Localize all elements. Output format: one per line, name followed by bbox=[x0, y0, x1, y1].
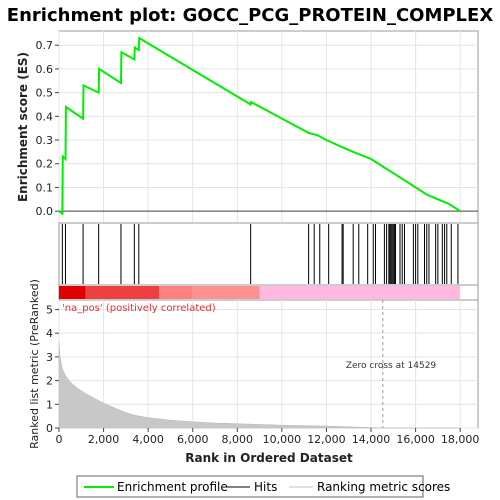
metric-tick-label: 5 bbox=[46, 303, 53, 316]
heatmap-bar bbox=[58, 284, 479, 301]
es-panel: 0.0 0.1 0.2 0.3 0.4 0.5 0.6 0.7 Enrichment scor… bbox=[16, 30, 479, 224]
metric-tick-label: 0 bbox=[46, 422, 53, 435]
hit-markers bbox=[61, 224, 459, 284]
es-y-axis-label: Enrichment score (ES) bbox=[16, 52, 30, 202]
metric-y-axis-label: Ranked list metric (PreRanked) bbox=[28, 279, 41, 449]
x-axis-ticks: 0 2,000 4,000 6,000 8,000 10,000 12,000 14,000 1… bbox=[56, 428, 480, 446]
chart-title: Enrichment plot: GOCC_PCG_PROTEIN_COMPLE… bbox=[7, 5, 494, 26]
ranking-metric-fill bbox=[58, 342, 461, 429]
es-gridlines bbox=[58, 31, 478, 223]
zero-cross-label: Zero cross at 14529 bbox=[346, 361, 437, 371]
heatmap-segment bbox=[259, 286, 461, 299]
x-tick-label: 4,000 bbox=[132, 433, 164, 446]
metric-y-ticks: 0 1 2 3 4 5 bbox=[46, 303, 59, 435]
heatmap-segment bbox=[59, 286, 86, 299]
legend: Enrichment profile Hits Ranking metric s… bbox=[76, 475, 450, 498]
enrichment-profile-line bbox=[58, 36, 461, 216]
legend-metric-label: Ranking metric scores bbox=[317, 480, 450, 494]
heatmap-segment bbox=[192, 286, 260, 299]
es-panel-frame bbox=[58, 30, 479, 224]
heatmap-segment bbox=[85, 286, 160, 299]
x-tick-label: 2,000 bbox=[88, 433, 120, 446]
es-tick-label: 0.3 bbox=[36, 134, 54, 147]
x-tick-label: 0 bbox=[56, 433, 63, 446]
es-tick-label: 0.2 bbox=[36, 158, 54, 171]
legend-profile-label: Enrichment profile bbox=[117, 480, 228, 494]
heatmap-segment bbox=[159, 286, 193, 299]
es-tick-label: 0.1 bbox=[36, 181, 54, 194]
ranking-metric-area bbox=[58, 342, 461, 429]
x-tick-label: 6,000 bbox=[177, 433, 209, 446]
hits-panel-frame bbox=[58, 222, 479, 286]
x-tick-label: 12,000 bbox=[307, 433, 346, 446]
legend-hits-label: Hits bbox=[254, 480, 277, 494]
na-pos-label: 'na_pos' (positively correlated) bbox=[62, 303, 216, 314]
metric-tick-label: 1 bbox=[46, 398, 53, 411]
x-axis-label: Rank in Ordered Dataset bbox=[185, 451, 353, 465]
es-y-ticks: 0.0 0.1 0.2 0.3 0.4 0.5 0.6 0.7 bbox=[36, 39, 59, 218]
heatmap-segments bbox=[59, 286, 461, 299]
es-tick-label: 0.4 bbox=[36, 110, 54, 123]
x-tick-label: 16,000 bbox=[396, 433, 435, 446]
x-tick-label: 10,000 bbox=[263, 433, 302, 446]
metric-tick-label: 2 bbox=[46, 375, 53, 388]
es-tick-label: 0.6 bbox=[36, 63, 54, 76]
metric-tick-label: 3 bbox=[46, 351, 53, 364]
x-tick-label: 14,000 bbox=[352, 433, 391, 446]
es-tick-label: 0.0 bbox=[36, 205, 54, 218]
enrichment-profile-path bbox=[58, 36, 461, 216]
metric-tick-label: 4 bbox=[46, 327, 53, 340]
es-tick-label: 0.5 bbox=[36, 87, 54, 100]
es-tick-label: 0.7 bbox=[36, 39, 54, 52]
x-tick-label: 8,000 bbox=[222, 433, 254, 446]
x-tick-label: 18,000 bbox=[441, 433, 480, 446]
hits-panel bbox=[58, 222, 479, 286]
